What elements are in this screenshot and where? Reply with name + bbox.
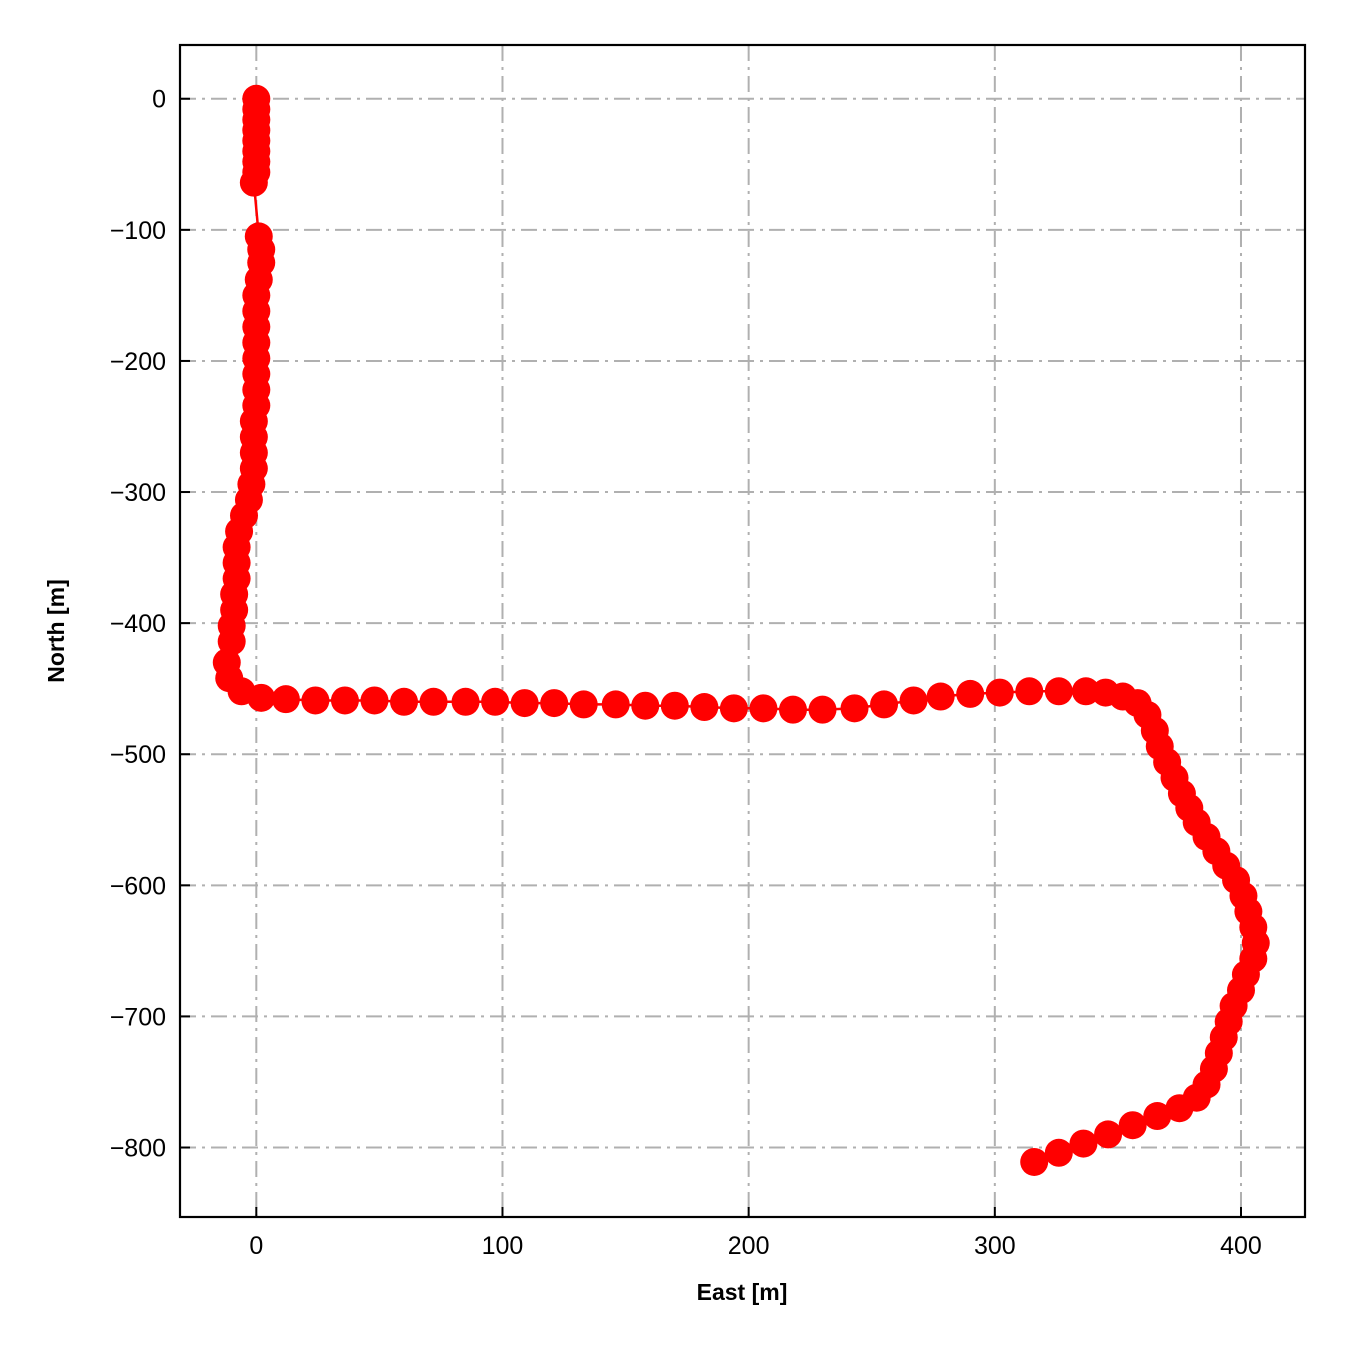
y-tick-label: −700 bbox=[110, 1003, 166, 1031]
data-point bbox=[1044, 677, 1073, 706]
series-trajectory bbox=[212, 84, 1270, 1176]
data-point bbox=[481, 687, 510, 716]
data-point bbox=[1020, 1147, 1049, 1176]
y-tick-label: −800 bbox=[110, 1135, 166, 1163]
data-point bbox=[719, 694, 748, 723]
data-point bbox=[540, 689, 569, 718]
data-point bbox=[1044, 1138, 1073, 1167]
data-point bbox=[419, 687, 448, 716]
data-point bbox=[985, 678, 1014, 707]
y-tick-label: −400 bbox=[110, 610, 166, 638]
data-point bbox=[360, 686, 389, 715]
data-point bbox=[1094, 1120, 1123, 1149]
data-point bbox=[239, 168, 268, 197]
y-tick-label: −100 bbox=[110, 217, 166, 245]
y-axis-label: North [m] bbox=[43, 579, 69, 682]
data-point bbox=[1015, 677, 1044, 706]
data-point bbox=[510, 689, 539, 718]
data-point bbox=[808, 695, 837, 724]
ticks: 0 100 200 300 400 0 −100 −200 −300 −400 −500 −600 −7… bbox=[110, 86, 1262, 1260]
data-point bbox=[1118, 1111, 1147, 1140]
data-point bbox=[601, 690, 630, 719]
data-point bbox=[870, 690, 899, 719]
data-point bbox=[840, 694, 869, 723]
data-point bbox=[247, 683, 276, 712]
data-point bbox=[569, 690, 598, 719]
data-point bbox=[690, 693, 719, 722]
trajectory-line bbox=[225, 98, 1258, 1164]
x-tick-label: 0 bbox=[249, 1232, 263, 1260]
data-point bbox=[749, 694, 778, 723]
y-tick-label: −300 bbox=[110, 479, 166, 507]
x-tick-label: 100 bbox=[482, 1232, 524, 1260]
y-tick-label: −200 bbox=[110, 348, 166, 376]
data-point bbox=[956, 679, 985, 708]
plot-frame bbox=[178, 43, 1307, 1219]
data-point bbox=[926, 682, 955, 711]
data-point bbox=[330, 686, 359, 715]
x-axis-label: East [m] bbox=[697, 1279, 788, 1305]
data-point bbox=[271, 685, 300, 714]
data-point bbox=[1069, 1129, 1098, 1158]
y-tick-label: −500 bbox=[110, 741, 166, 769]
grid bbox=[180, 45, 1305, 1217]
x-tick-label: 200 bbox=[728, 1232, 770, 1260]
data-point bbox=[631, 691, 660, 720]
data-point bbox=[451, 687, 480, 716]
y-tick-label: 0 bbox=[152, 86, 166, 114]
data-point bbox=[899, 686, 928, 715]
x-tick-label: 300 bbox=[974, 1232, 1016, 1260]
data-point bbox=[390, 687, 419, 716]
data-point bbox=[301, 686, 330, 715]
data-point bbox=[778, 695, 807, 724]
data-point bbox=[1143, 1102, 1172, 1131]
y-tick-label: −600 bbox=[110, 872, 166, 900]
data-point bbox=[660, 691, 689, 720]
data-point bbox=[1165, 1094, 1194, 1123]
data-point bbox=[217, 627, 246, 656]
x-tick-label: 400 bbox=[1220, 1232, 1262, 1260]
